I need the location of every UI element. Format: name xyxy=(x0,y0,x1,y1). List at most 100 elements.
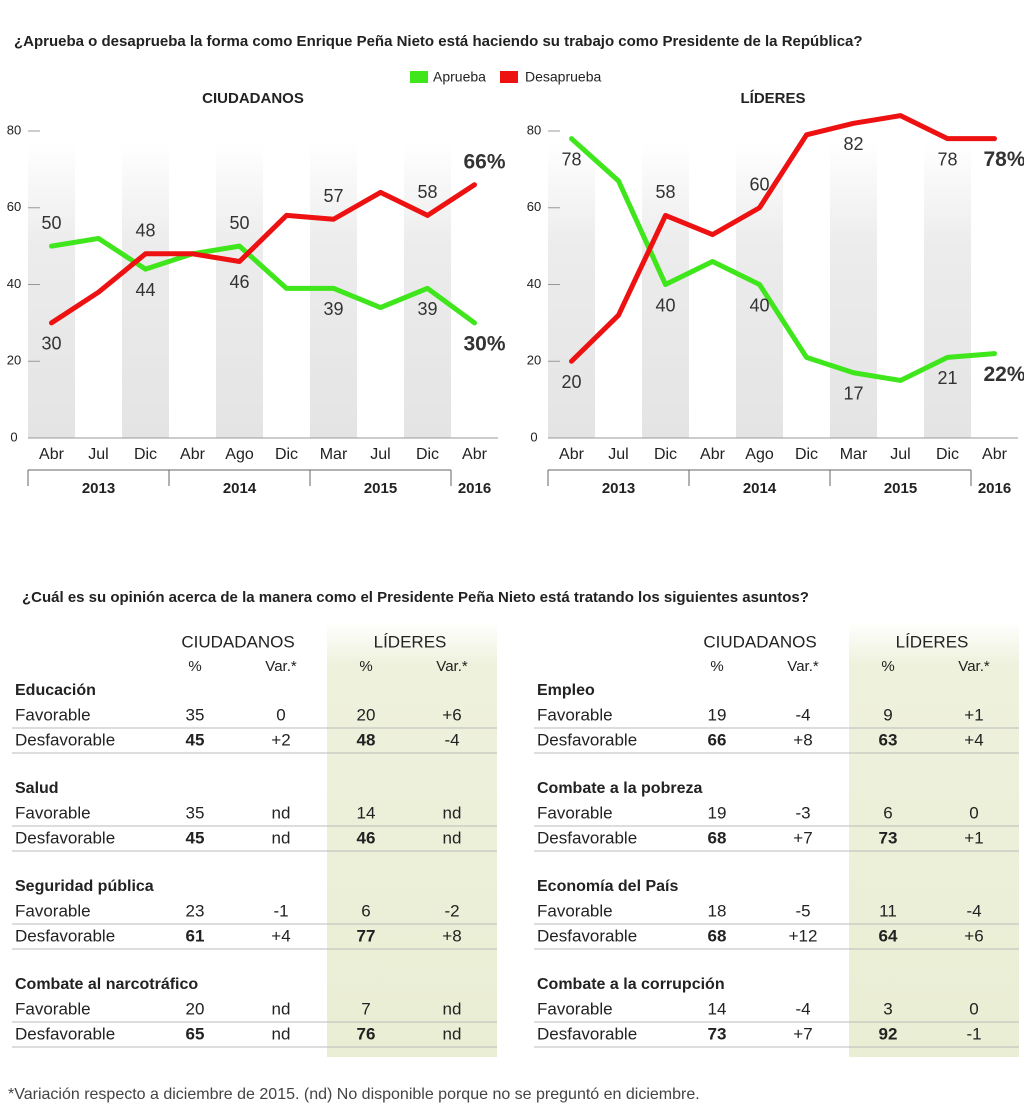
cell: -4 xyxy=(795,999,810,1018)
cell: 45 xyxy=(186,730,205,749)
row-label: Desfavorable xyxy=(15,926,115,945)
cell: 73 xyxy=(879,828,898,847)
year-label: 2013 xyxy=(82,480,115,497)
cell: nd xyxy=(272,803,291,822)
cell: +6 xyxy=(964,926,983,945)
row-label: Desfavorable xyxy=(537,1024,637,1043)
cell: 3 xyxy=(883,999,892,1018)
x-tick-label: Abr xyxy=(180,446,206,463)
x-tick-label: Abr xyxy=(462,446,488,463)
y-tick-label: 20 xyxy=(7,353,21,368)
cell: -4 xyxy=(795,705,810,724)
cell: 45 xyxy=(186,828,205,847)
x-tick-label: Dic xyxy=(416,446,439,463)
cell: 46 xyxy=(357,828,376,847)
cell: 92 xyxy=(879,1024,898,1043)
year-label: 2014 xyxy=(743,480,777,497)
cell: 66 xyxy=(708,730,727,749)
cell: 65 xyxy=(186,1024,205,1043)
row-label: Desfavorable xyxy=(15,1024,115,1043)
row-label: Favorable xyxy=(537,803,613,822)
legend-swatch xyxy=(500,71,518,83)
row-label: Desfavorable xyxy=(537,926,637,945)
row-label: Favorable xyxy=(15,901,91,920)
chart-title: CIUDADANOS xyxy=(202,90,304,107)
row-label: Desfavorable xyxy=(537,828,637,847)
cell: +4 xyxy=(271,926,290,945)
cell: 23 xyxy=(186,901,205,920)
series-line xyxy=(49,235,477,326)
topic: Educación xyxy=(15,682,96,699)
cell: -5 xyxy=(795,901,810,920)
column-header: % xyxy=(881,658,894,675)
cell: 61 xyxy=(186,926,205,945)
value-label: 48 xyxy=(135,221,155,241)
value-label: 50 xyxy=(229,213,249,233)
series-line xyxy=(569,113,997,364)
year-label: 2014 xyxy=(223,480,257,497)
column-header: % xyxy=(710,658,723,675)
cell: 9 xyxy=(883,705,892,724)
row-label: Favorable xyxy=(537,999,613,1018)
cell: nd xyxy=(272,828,291,847)
value-label: 20 xyxy=(561,372,581,392)
cell: 6 xyxy=(883,803,892,822)
y-tick-label: 40 xyxy=(527,276,541,291)
column-band xyxy=(924,143,971,438)
topic: Salud xyxy=(15,780,59,797)
value-label: 40 xyxy=(749,295,769,315)
topic: Seguridad pública xyxy=(15,878,154,895)
column-band xyxy=(736,143,783,438)
y-tick-label: 80 xyxy=(527,122,541,137)
cell: +6 xyxy=(442,705,461,724)
year-label: 2013 xyxy=(602,480,635,497)
end-label: 78% xyxy=(983,148,1024,171)
x-tick-label: Abr xyxy=(700,446,726,463)
y-tick-label: 60 xyxy=(527,199,541,214)
x-tick-label: Abr xyxy=(982,446,1008,463)
cell: 14 xyxy=(708,999,727,1018)
x-tick-label: Dic xyxy=(936,446,959,463)
y-tick-label: 60 xyxy=(7,199,21,214)
column-header: % xyxy=(359,658,372,675)
cell: 7 xyxy=(361,999,370,1018)
leaders-shade xyxy=(327,622,497,1057)
y-tick-label: 40 xyxy=(7,276,21,291)
cell: 35 xyxy=(186,803,205,822)
x-tick-label: Jul xyxy=(608,446,628,463)
column-band xyxy=(830,143,877,438)
y-tick-label: 20 xyxy=(527,353,541,368)
cell: nd xyxy=(272,1024,291,1043)
year-label: 2016 xyxy=(978,480,1011,497)
cell: 77 xyxy=(357,926,376,945)
cell: +7 xyxy=(793,828,812,847)
row-label: Desfavorable xyxy=(15,828,115,847)
footnote: *Variación respecto a diciembre de 2015.… xyxy=(8,1086,700,1103)
value-label: 39 xyxy=(417,299,437,319)
x-tick-label: Jul xyxy=(370,446,390,463)
topic: Economía del País xyxy=(537,878,678,895)
row-label: Favorable xyxy=(15,803,91,822)
x-tick-label: Abr xyxy=(559,446,585,463)
value-label: 40 xyxy=(655,295,675,315)
row-label: Favorable xyxy=(537,901,613,920)
cell: +4 xyxy=(964,730,983,749)
cell: 35 xyxy=(186,705,205,724)
value-label: 44 xyxy=(135,280,155,300)
value-label: 57 xyxy=(323,186,343,206)
x-tick-label: Ago xyxy=(225,446,254,463)
value-label: 30 xyxy=(41,334,61,354)
value-label: 39 xyxy=(323,299,343,319)
value-label: 78 xyxy=(937,149,957,169)
column-header: Var.* xyxy=(958,658,990,675)
x-tick-label: Dic xyxy=(795,446,818,463)
value-label: 17 xyxy=(843,384,863,404)
value-label: 58 xyxy=(655,182,675,202)
column-band xyxy=(28,143,75,438)
cell: 76 xyxy=(357,1024,376,1043)
cell: -1 xyxy=(273,901,288,920)
cell: 68 xyxy=(708,828,727,847)
cell: -2 xyxy=(444,901,459,920)
